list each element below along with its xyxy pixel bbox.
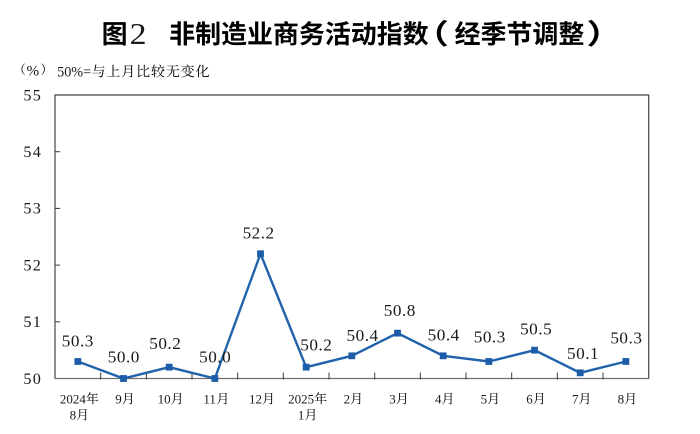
svg-text:50.1: 50.1: [567, 344, 599, 363]
svg-text:2: 2: [130, 17, 147, 51]
svg-text:4: 4: [435, 391, 442, 406]
svg-text:50.3: 50.3: [62, 331, 94, 350]
svg-text:50.2: 50.2: [149, 334, 181, 353]
svg-text:1: 1: [298, 407, 305, 422]
svg-text:6: 6: [526, 391, 533, 406]
svg-text:51: 51: [23, 313, 42, 331]
svg-text:50.0: 50.0: [108, 348, 140, 367]
svg-text:2: 2: [344, 391, 351, 406]
svg-text:10: 10: [158, 391, 171, 406]
svg-text:50.0: 50.0: [199, 348, 231, 367]
svg-text:5: 5: [481, 391, 488, 406]
svg-text:7: 7: [572, 391, 579, 406]
svg-text:9: 9: [115, 391, 122, 406]
svg-text:50.8: 50.8: [384, 301, 416, 320]
svg-text:52: 52: [23, 256, 42, 274]
svg-text:3: 3: [389, 391, 396, 406]
svg-text:55: 55: [23, 86, 42, 104]
svg-text:8: 8: [70, 407, 77, 422]
svg-text:54: 54: [23, 143, 42, 161]
svg-text:53: 53: [23, 200, 42, 218]
svg-text:50.4: 50.4: [428, 325, 460, 344]
svg-text:50.3: 50.3: [474, 327, 506, 346]
svg-text:%: %: [27, 63, 40, 80]
svg-text:11: 11: [203, 391, 216, 406]
svg-text:50.5: 50.5: [520, 319, 552, 338]
svg-text:50%=: 50%=: [57, 64, 91, 80]
svg-text:2025: 2025: [288, 391, 314, 406]
svg-text:50.3: 50.3: [610, 328, 642, 347]
svg-text:2024: 2024: [60, 391, 87, 406]
svg-text:8: 8: [618, 391, 625, 406]
svg-text:52.2: 52.2: [243, 224, 275, 243]
svg-text:50.4: 50.4: [347, 326, 379, 345]
svg-text:50.2: 50.2: [300, 335, 332, 354]
svg-text:12: 12: [249, 391, 262, 406]
svg-text:50: 50: [23, 370, 42, 388]
